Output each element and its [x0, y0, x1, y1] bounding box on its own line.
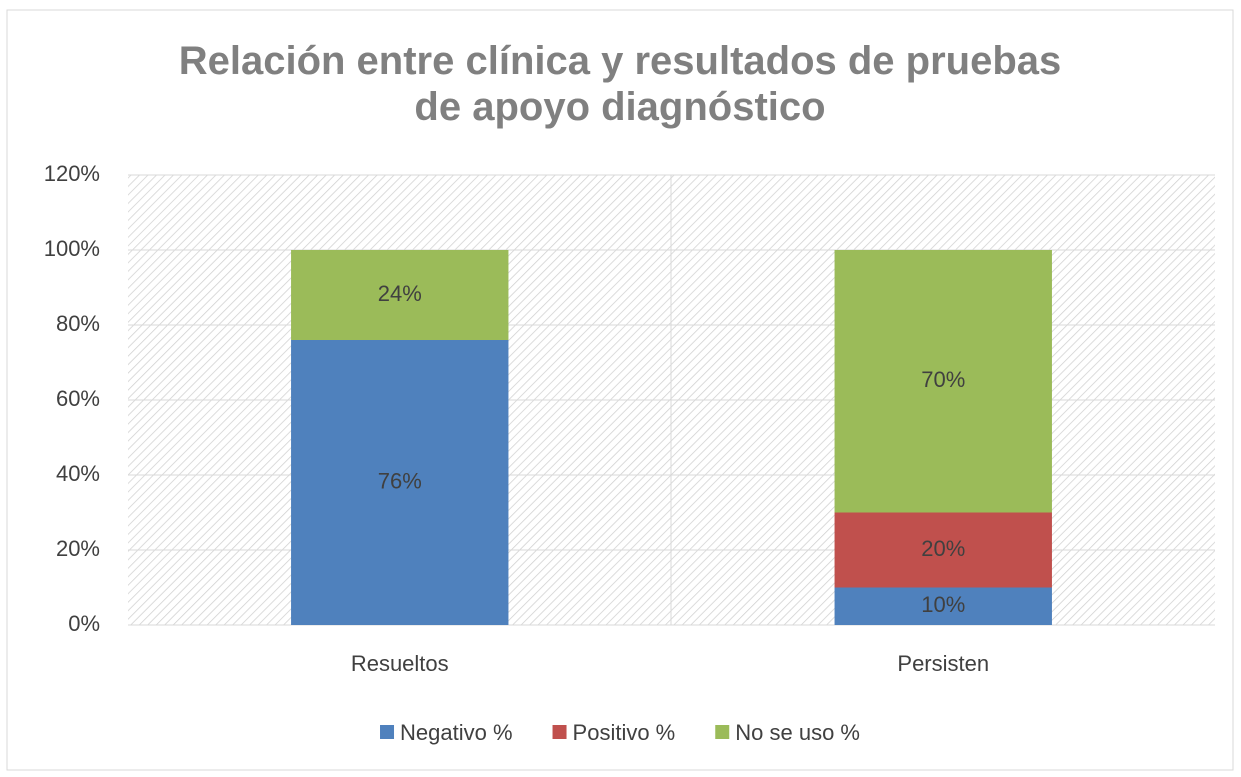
bar-segment: [834, 250, 1052, 513]
y-tick-label: 80%: [56, 311, 100, 336]
legend-label: Positivo %: [573, 720, 676, 745]
bar-segment: [834, 587, 1052, 625]
y-tick-label: 100%: [44, 236, 100, 261]
legend-swatch: [380, 725, 395, 739]
bar-segment: [291, 340, 509, 625]
y-tick-label: 120%: [44, 161, 100, 186]
x-tick-label: Resueltos: [351, 651, 449, 676]
data-label: 24%: [378, 281, 422, 306]
data-label: 76%: [378, 468, 422, 493]
y-tick-label: 60%: [56, 386, 100, 411]
legend-label: No se uso %: [735, 720, 860, 745]
y-tick-label: 40%: [56, 461, 100, 486]
y-tick-label: 0%: [68, 611, 100, 636]
bar-segment: [834, 512, 1052, 588]
data-label: 70%: [921, 367, 965, 392]
y-tick-label: 20%: [56, 536, 100, 561]
x-tick-label: Persisten: [897, 651, 989, 676]
legend-label: Negativo %: [400, 720, 513, 745]
bar-segment: [291, 250, 509, 340]
data-label: 20%: [921, 536, 965, 561]
chart-title: Relación entre clínica y resultados de p…: [178, 39, 1062, 129]
data-label: 10%: [921, 592, 965, 617]
legend-swatch: [552, 725, 567, 739]
legend-swatch: [715, 725, 730, 739]
